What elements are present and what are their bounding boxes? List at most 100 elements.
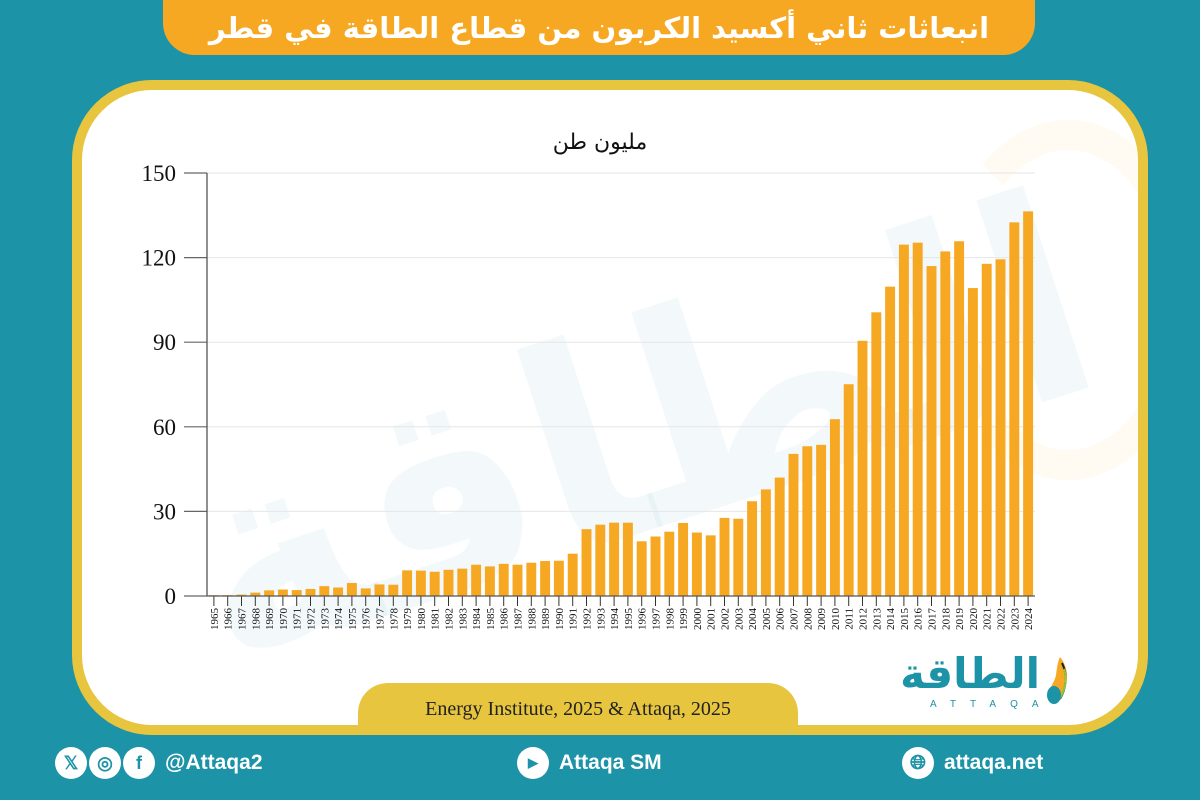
x-tick-label: 1971 (292, 608, 304, 630)
y-tick-label: 120 (142, 246, 177, 271)
bar-2006 (774, 477, 785, 596)
youtube-channel: Attaqa SM (559, 751, 662, 774)
bar-2017 (926, 266, 937, 596)
x-tick-label: 1993 (595, 608, 607, 631)
bar-1977 (374, 584, 385, 596)
source-text: Energy Institute, 2025 & Attaqa, 2025 (425, 697, 731, 720)
bar-2019 (954, 241, 965, 596)
x-tick-label: 1966 (223, 608, 235, 631)
bar-2002 (719, 517, 730, 596)
x-tick-label: 2004 (747, 608, 759, 631)
bar-1993 (595, 524, 606, 596)
x-tick-label: 1983 (457, 608, 469, 631)
x-tick-label: 2012 (858, 608, 870, 630)
x-tick-label: 2017 (927, 608, 939, 631)
bar-2004 (747, 501, 758, 596)
bar-1988 (526, 562, 537, 596)
bar-1968 (250, 592, 261, 596)
bar-2015 (898, 244, 909, 597)
bar-2023 (1009, 222, 1020, 596)
bar-1986 (498, 563, 509, 596)
bar-1994 (609, 522, 620, 596)
bar-2007 (788, 453, 799, 596)
bar-1970 (277, 589, 288, 596)
bar-2016 (912, 242, 923, 597)
x-tick-label: 2001 (706, 608, 718, 630)
bar-2005 (760, 489, 771, 596)
globe-icon[interactable]: 🌐︎ (902, 747, 934, 779)
social-handle[interactable]: @Attaqa2 (165, 751, 263, 774)
x-tick-label: 2007 (789, 608, 801, 631)
bar-2021 (981, 263, 992, 596)
y-tick-label: 0 (165, 584, 177, 609)
bar-1999 (678, 522, 689, 596)
bar-2010 (829, 419, 840, 596)
y-tick-label: 60 (153, 415, 176, 440)
x-tick-label: 2010 (830, 608, 842, 631)
facebook-icon[interactable]: f (123, 747, 155, 779)
x-tick-label: 1997 (651, 608, 663, 631)
x-tick-label: 1977 (375, 608, 387, 631)
x-tick-label: 1978 (388, 608, 400, 631)
x-tick-label: 1969 (264, 608, 276, 631)
bar-1997 (650, 536, 661, 596)
bar-1982 (443, 569, 454, 596)
bar-1989 (540, 561, 551, 596)
bar-1984 (471, 564, 482, 596)
chart-title: انبعاثات ثاني أكسيد الكربون من قطاع الطا… (208, 10, 990, 45)
x-tick-label: 2022 (996, 608, 1008, 630)
bar-2024 (1023, 211, 1034, 597)
bar-1967 (236, 594, 247, 596)
x-tick-label: 1967 (237, 608, 249, 631)
x-tick-label: 1972 (306, 608, 318, 630)
x-tick-label: 1980 (416, 608, 428, 631)
x-tick-label: 2005 (761, 608, 773, 631)
bar-2012 (857, 340, 868, 596)
x-tick-label: 1979 (402, 608, 414, 631)
x-icon[interactable]: 𝕏 (55, 747, 87, 779)
bar-1971 (291, 590, 302, 596)
bar-1995 (622, 522, 633, 596)
x-tick-label: 2014 (885, 608, 897, 631)
bar-1991 (567, 553, 578, 596)
x-tick-label: 1965 (209, 608, 221, 631)
unit-label: مليون طن (552, 130, 648, 155)
bar-1983 (457, 568, 468, 596)
bar-1975 (346, 583, 357, 596)
instagram-icon[interactable]: ◎ (89, 747, 121, 779)
attaqa-logo: الطاقة ATTAQA (900, 649, 1070, 715)
x-tick-label: 2016 (913, 608, 925, 631)
x-tick-label: 2019 (954, 608, 966, 631)
bar-2003 (733, 518, 744, 596)
x-tick-label: 1996 (637, 608, 649, 631)
website-link[interactable]: 🌐︎ attaqa.net (902, 745, 1043, 781)
x-tick-label: 1992 (582, 608, 594, 630)
x-tick-label: 2006 (775, 608, 787, 631)
bar-2009 (816, 444, 827, 596)
flame-drop-icon (1047, 657, 1067, 704)
youtube-icon[interactable]: ▶ (517, 747, 549, 779)
bar-2018 (940, 251, 951, 596)
x-tick-label: 1988 (526, 608, 538, 631)
x-tick-label: 1970 (278, 608, 290, 631)
x-tick-label: 1976 (361, 608, 373, 631)
x-tick-label: 1999 (678, 608, 690, 631)
bar-1985 (484, 566, 495, 596)
youtube-link[interactable]: ▶ Attaqa SM (517, 745, 662, 781)
x-tick-label: 2000 (692, 608, 704, 631)
bar-1976 (360, 588, 371, 596)
source-label: Energy Institute, 2025 & Attaqa, 2025 (358, 683, 798, 735)
bar-2022 (995, 259, 1006, 596)
bar-2011 (843, 384, 854, 596)
y-tick-label: 90 (153, 330, 176, 355)
bar-1974 (333, 587, 344, 596)
website-url: attaqa.net (944, 751, 1044, 774)
bar-2013 (871, 312, 882, 596)
x-tick-label: 1989 (540, 608, 552, 631)
x-tick-label: 1994 (609, 608, 621, 631)
bar-2014 (885, 286, 896, 596)
title-banner: انبعاثات ثاني أكسيد الكربون من قطاع الطا… (163, 0, 1035, 55)
y-tick-label: 150 (142, 161, 177, 186)
bar-1969 (264, 590, 275, 596)
